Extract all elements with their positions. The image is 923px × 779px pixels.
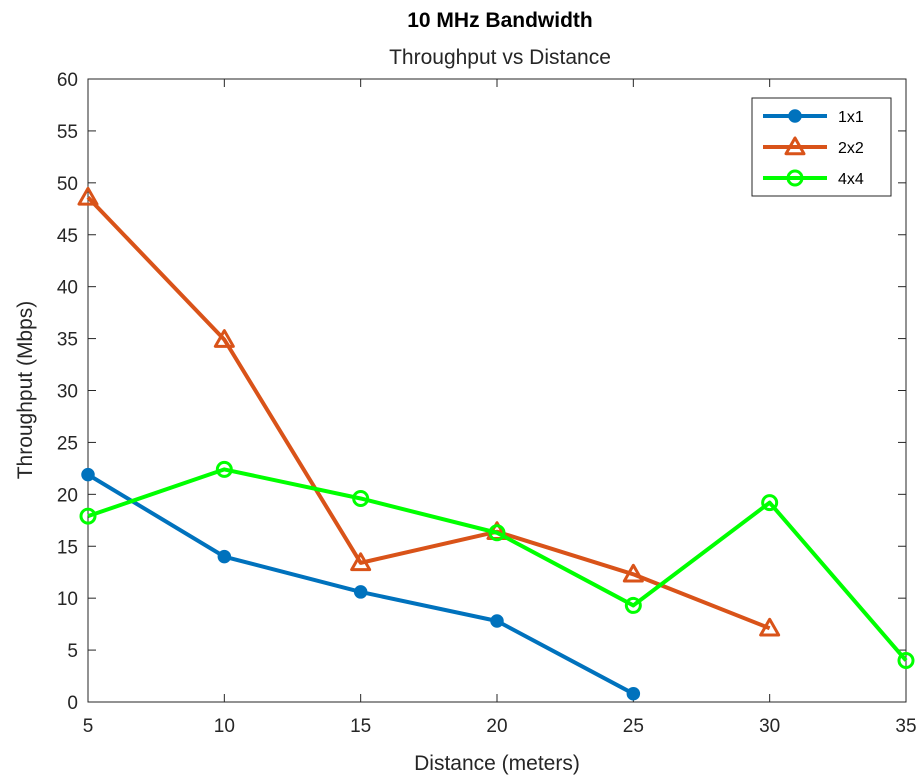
data-point: [897, 651, 915, 669]
legend-marker: [784, 136, 806, 156]
legend-label: 1x1: [838, 109, 864, 126]
y-tick-label: 50: [57, 174, 78, 195]
y-tick-label: 20: [57, 485, 78, 506]
series-1x1: [81, 467, 641, 701]
x-tick-label: 25: [623, 716, 644, 737]
y-tick-label: 0: [67, 693, 78, 714]
data-point: [79, 507, 97, 525]
y-tick-label: 5: [67, 641, 78, 662]
legend-item: 4x4: [763, 169, 864, 188]
data-point: [81, 467, 95, 482]
y-tick-label: 60: [57, 70, 78, 91]
x-axis-label: Distance (meters): [414, 752, 580, 775]
x-tick-label: 10: [214, 716, 235, 737]
series-line: [87, 467, 908, 662]
legend-marker: [786, 169, 804, 187]
data-point: [213, 329, 235, 348]
y-tick-label: 10: [57, 589, 78, 610]
data-point: [490, 614, 504, 628]
data-point: [761, 494, 779, 512]
data-point: [488, 524, 506, 542]
series-2x2: [77, 186, 781, 637]
legend-item: 1x1: [763, 109, 864, 126]
data-point: [622, 563, 644, 583]
x-tick-label: 5: [83, 716, 94, 737]
legend-marker: [788, 109, 802, 123]
data-point: [217, 549, 232, 564]
y-tick-label: 55: [57, 122, 78, 143]
y-tick-label: 40: [57, 278, 78, 299]
data-point: [215, 460, 233, 478]
data-point: [626, 686, 641, 701]
x-axis: 5 10 15 20 25 30 35: [83, 79, 917, 737]
data-point: [352, 489, 370, 507]
y-axis-label: Throughput (Mbps): [14, 301, 37, 480]
series-line: [86, 195, 771, 631]
legend-item: 2x2: [763, 136, 864, 157]
x-tick-label: 20: [486, 716, 507, 737]
data-point: [759, 617, 781, 637]
y-tick-label: 45: [57, 226, 78, 247]
y-axis: 0 5 10 15 20 25 30 35 40 45 50 55 60: [57, 70, 906, 714]
x-tick-label: 15: [350, 716, 371, 737]
y-tick-label: 35: [57, 330, 78, 351]
data-point: [624, 596, 642, 614]
series-layer: [77, 186, 915, 701]
data-point: [350, 552, 372, 572]
y-tick-label: 25: [57, 433, 78, 454]
x-tick-label: 35: [895, 716, 916, 737]
data-point: [77, 186, 99, 206]
x-tick-label: 30: [759, 716, 780, 737]
y-tick-label: 15: [57, 537, 78, 558]
data-point: [353, 585, 368, 599]
chart-subtitle: Throughput vs Distance: [389, 46, 611, 69]
legend-label: 2x2: [838, 140, 864, 157]
legend-label: 4x4: [838, 171, 864, 188]
chart-title: 10 MHz Bandwidth: [407, 9, 593, 32]
legend: 1x1 2x2 4x4: [751, 97, 892, 197]
y-tick-label: 30: [57, 382, 78, 403]
series-4x4: [79, 460, 915, 669]
